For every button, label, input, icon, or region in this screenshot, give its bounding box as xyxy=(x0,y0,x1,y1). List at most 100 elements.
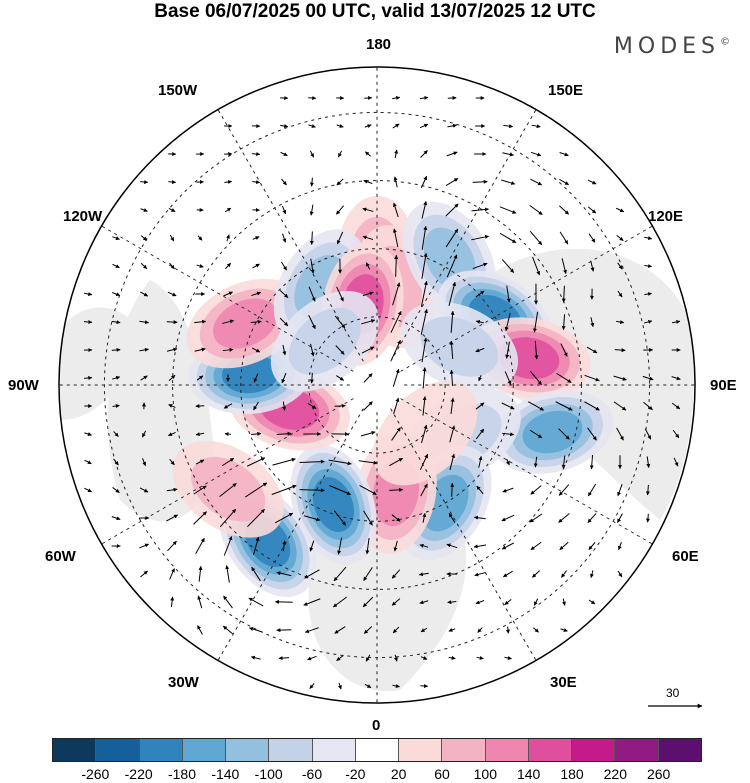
colorbar-swatch xyxy=(615,739,659,761)
wind-arrow xyxy=(616,207,625,213)
wind-arrow xyxy=(252,236,260,240)
wind-arrow xyxy=(449,453,456,471)
wind-vectors xyxy=(83,95,681,690)
wind-arrow xyxy=(644,236,653,241)
wind-arrow xyxy=(365,537,370,555)
lon-label-120e: 120E xyxy=(648,208,684,225)
wind-arrow xyxy=(195,404,205,409)
wind-arrow xyxy=(558,205,570,215)
wind-arrow xyxy=(475,347,485,353)
wind-arrow xyxy=(532,570,540,578)
wind-arrow xyxy=(559,231,569,245)
wind-arrow xyxy=(360,431,376,437)
wind-arrow xyxy=(310,258,315,274)
colorbar-swatch xyxy=(139,739,183,761)
lon-label-30e: 30E xyxy=(550,674,577,691)
wind-arrow xyxy=(529,429,543,439)
wind-arrow xyxy=(392,123,400,129)
wind-arrow xyxy=(365,654,371,662)
lon-label-60w: 60W xyxy=(45,548,76,565)
wind-arrow xyxy=(361,346,375,354)
wind-arrow xyxy=(445,177,459,187)
wind-arrow xyxy=(589,454,594,470)
wind-arrow xyxy=(337,537,343,555)
wind-arrow xyxy=(223,536,233,556)
wind-arrow xyxy=(282,401,287,411)
wind-arrow xyxy=(336,124,344,128)
lon-label-60e: 60E xyxy=(672,548,699,565)
wind-arrow xyxy=(113,458,119,466)
wind-arrow xyxy=(561,455,566,469)
wind-arrow xyxy=(472,262,488,270)
colorbar-swatch xyxy=(182,739,227,761)
wind-arrow xyxy=(308,315,316,330)
anomaly-contour xyxy=(191,456,266,522)
wind-arrow xyxy=(310,343,315,357)
colorbar-swatch xyxy=(399,739,443,761)
wind-arrow xyxy=(673,457,679,467)
wind-arrow xyxy=(111,320,121,325)
wind-arrow xyxy=(83,320,93,325)
wind-arrow xyxy=(671,319,681,324)
wind-arrow xyxy=(447,95,457,100)
colorbar-tick-label: 60 xyxy=(434,766,450,782)
colorbar-tick-label: -20 xyxy=(345,766,366,782)
wind-arrow xyxy=(140,235,148,241)
wind-arrow xyxy=(391,569,401,579)
wind-arrow xyxy=(222,625,234,635)
wind-arrow xyxy=(584,374,600,382)
wind-arrow xyxy=(421,424,428,444)
wind-arrow xyxy=(169,234,175,242)
wind-arrow xyxy=(533,627,539,633)
wind-arrow xyxy=(168,404,176,408)
colorbar-tick-label: 220 xyxy=(603,766,628,782)
wind-arrow xyxy=(308,124,316,128)
wind-arrow xyxy=(446,151,458,157)
wind-arrow xyxy=(504,656,512,660)
wind-arrow xyxy=(561,285,566,303)
wind-arrow xyxy=(309,231,314,245)
wind-arrow xyxy=(561,570,567,578)
colorbar-tick-label: -260 xyxy=(81,766,110,782)
wind-arrow xyxy=(560,343,568,357)
wind-arrow xyxy=(392,282,401,306)
colorbar-swatch xyxy=(355,739,400,761)
wind-arrow xyxy=(393,176,398,188)
wind-arrow xyxy=(309,683,315,689)
colorbar-tick-label: -220 xyxy=(124,766,153,782)
colorbar-tick-label: 260 xyxy=(646,766,671,782)
wind-arrow xyxy=(419,123,429,129)
wind-arrow xyxy=(140,375,148,381)
wind-arrow xyxy=(222,347,234,352)
wind-arrow xyxy=(475,402,485,410)
wind-arrow xyxy=(168,180,177,184)
wind-arrow xyxy=(420,175,428,188)
wind-arrow xyxy=(282,540,287,552)
wind-arrow xyxy=(646,456,651,468)
lon-label-150w: 150W xyxy=(158,82,198,99)
wind-arrow xyxy=(421,225,428,250)
wind-arrow xyxy=(645,484,650,496)
wind-arrow xyxy=(390,310,402,333)
wind-arrow xyxy=(504,313,511,332)
reference-vector-label: 30 xyxy=(666,686,680,700)
wind-arrow xyxy=(473,544,487,549)
graticule xyxy=(59,67,695,703)
wind-arrow xyxy=(502,487,514,493)
wind-arrow xyxy=(139,347,149,352)
wind-arrow xyxy=(221,457,235,467)
wind-arrow xyxy=(279,317,289,327)
wind-arrow xyxy=(590,260,595,272)
wind-arrow xyxy=(363,179,373,184)
wind-arrow xyxy=(420,627,428,633)
wind-arrow xyxy=(223,595,233,609)
wind-arrow xyxy=(195,459,205,465)
wind-arrow xyxy=(506,458,510,466)
wind-arrow xyxy=(419,600,429,605)
wind-arrow xyxy=(530,178,543,186)
wind-arrow xyxy=(140,208,148,212)
wind-arrow xyxy=(309,540,315,552)
wind-arrow xyxy=(84,432,92,436)
wind-arrow xyxy=(84,487,92,493)
wind-arrow xyxy=(500,179,516,185)
